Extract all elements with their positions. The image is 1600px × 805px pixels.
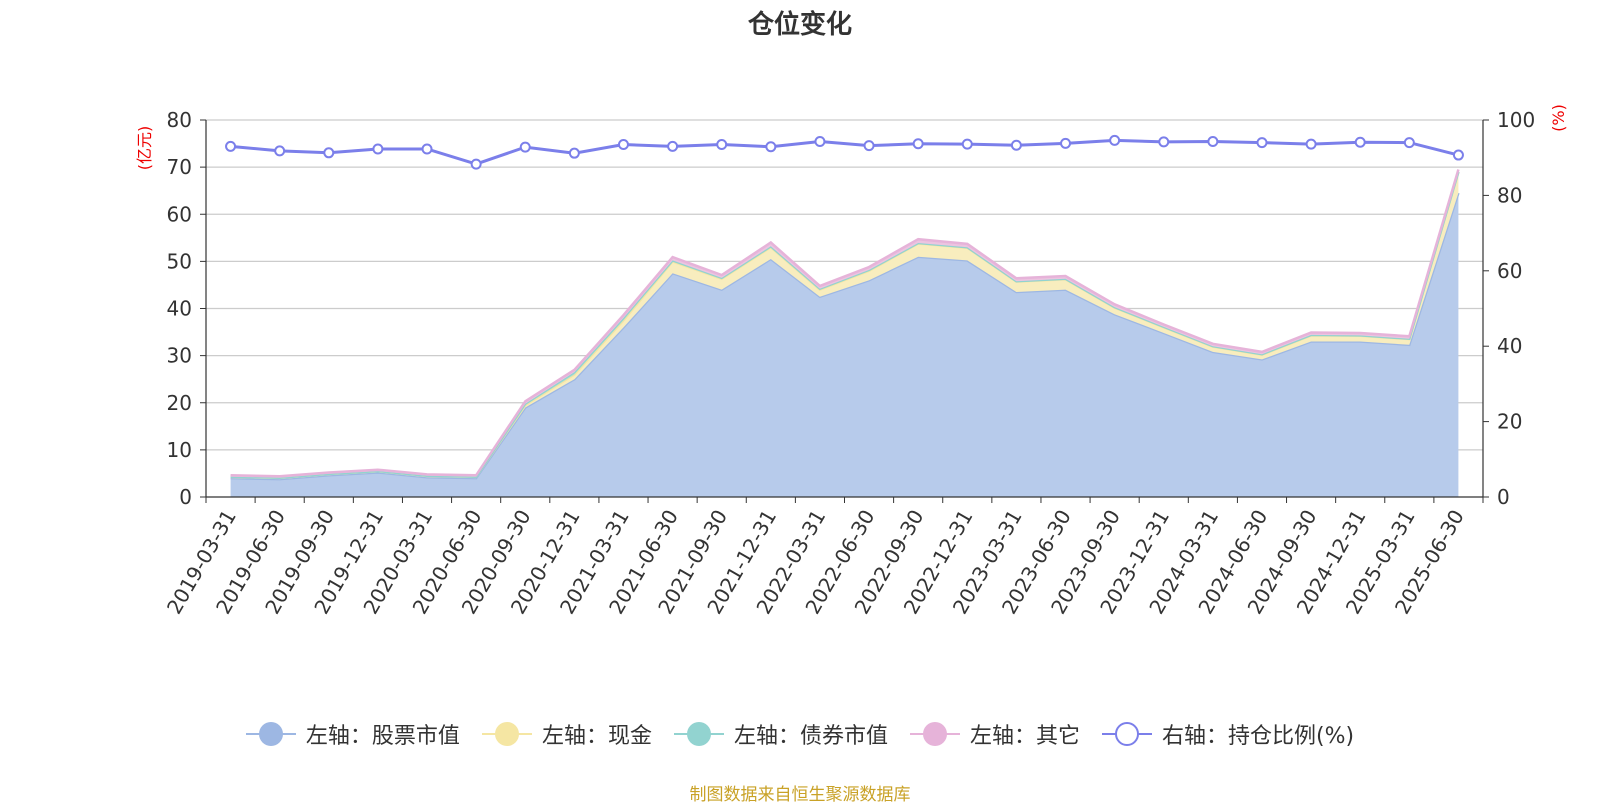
left-tick-label: 10 [167, 438, 192, 462]
right-axis-unit: (%) [1549, 104, 1568, 132]
ratio-point[interactable] [667, 140, 679, 152]
ratio-point[interactable] [912, 138, 924, 150]
ratio-point[interactable] [274, 145, 286, 157]
ratio-point[interactable] [225, 140, 237, 152]
legend-marker-icon [673, 722, 724, 746]
legend-marker-icon [1101, 722, 1152, 746]
ratio-point[interactable] [1010, 139, 1022, 151]
ratio-point[interactable] [1403, 137, 1415, 149]
right-tick-label: 80 [1497, 183, 1522, 207]
stacked-areas [230, 169, 1460, 497]
left-tick-label: 50 [167, 249, 192, 273]
ratio-point[interactable] [863, 140, 875, 152]
left-tick-label: 80 [167, 108, 192, 132]
right-tick-label: 60 [1497, 259, 1522, 283]
legend-marker-icon [245, 722, 296, 746]
ratio-point[interactable] [617, 139, 629, 151]
left-tick-label: 60 [167, 202, 192, 226]
left-tick-label: 0 [179, 485, 192, 509]
legend-label: 左轴：现金 [541, 724, 652, 749]
ratio-line [225, 134, 1464, 170]
legend-label: 左轴：债券市值 [733, 724, 888, 749]
legend-marker-icon [481, 722, 532, 746]
left-tick-label: 40 [167, 297, 192, 321]
legend-item[interactable]: 左轴：其它 [909, 718, 1080, 750]
ratio-point[interactable] [372, 143, 384, 155]
left-tick-label: 70 [167, 155, 192, 179]
ratio-point[interactable] [1256, 137, 1268, 149]
left-tick-label: 20 [167, 391, 192, 415]
ratio-point[interactable] [716, 139, 728, 151]
left-axis-unit: (亿元) [135, 126, 154, 171]
ratio-point[interactable] [568, 147, 580, 159]
ratio-point[interactable] [470, 158, 482, 170]
ratio-point[interactable] [1158, 136, 1170, 148]
right-tick-label: 20 [1497, 410, 1522, 434]
ratio-point[interactable] [961, 138, 973, 150]
ratio-point[interactable] [765, 141, 777, 153]
ratio-point[interactable] [421, 143, 433, 155]
legend-label: 左轴：其它 [969, 724, 1080, 749]
legend-label: 左轴：股票市值 [305, 724, 460, 749]
ratio-point[interactable] [1354, 136, 1366, 148]
right-tick-label: 100 [1497, 108, 1535, 132]
right-tick-label: 40 [1497, 334, 1522, 358]
legend-label: 右轴：持仓比例(%) [1161, 724, 1355, 749]
ratio-point[interactable] [1109, 134, 1121, 146]
area-左轴：股票市值 [230, 193, 1459, 497]
legend-item[interactable]: 右轴：持仓比例(%) [1101, 718, 1355, 750]
data-source-note: 制图数据来自恒生聚源数据库 [689, 785, 911, 805]
legend-item[interactable]: 左轴：债券市值 [673, 718, 888, 750]
ratio-point[interactable] [814, 135, 826, 147]
right-tick-label: 0 [1497, 485, 1510, 509]
legend-item[interactable]: 左轴：现金 [481, 718, 652, 750]
ratio-point[interactable] [1305, 138, 1317, 150]
ratio-point[interactable] [519, 141, 531, 153]
chart-title: 仓位变化 [747, 10, 852, 40]
ratio-point[interactable] [1452, 149, 1464, 161]
ratio-point[interactable] [1207, 135, 1219, 147]
legend-marker-icon [909, 722, 960, 746]
legend-item[interactable]: 左轴：股票市值 [245, 718, 460, 750]
legend: 左轴：股票市值 左轴：现金 左轴：债券市值 左轴：其它 右轴：持仓比例(%) [0, 718, 1600, 750]
ratio-point[interactable] [323, 147, 335, 159]
line-右轴：持仓比例(%) [230, 138, 1459, 166]
ratio-point[interactable] [1060, 137, 1072, 149]
left-tick-label: 30 [167, 344, 192, 368]
area-edge-左轴：其它 [230, 169, 1460, 478]
